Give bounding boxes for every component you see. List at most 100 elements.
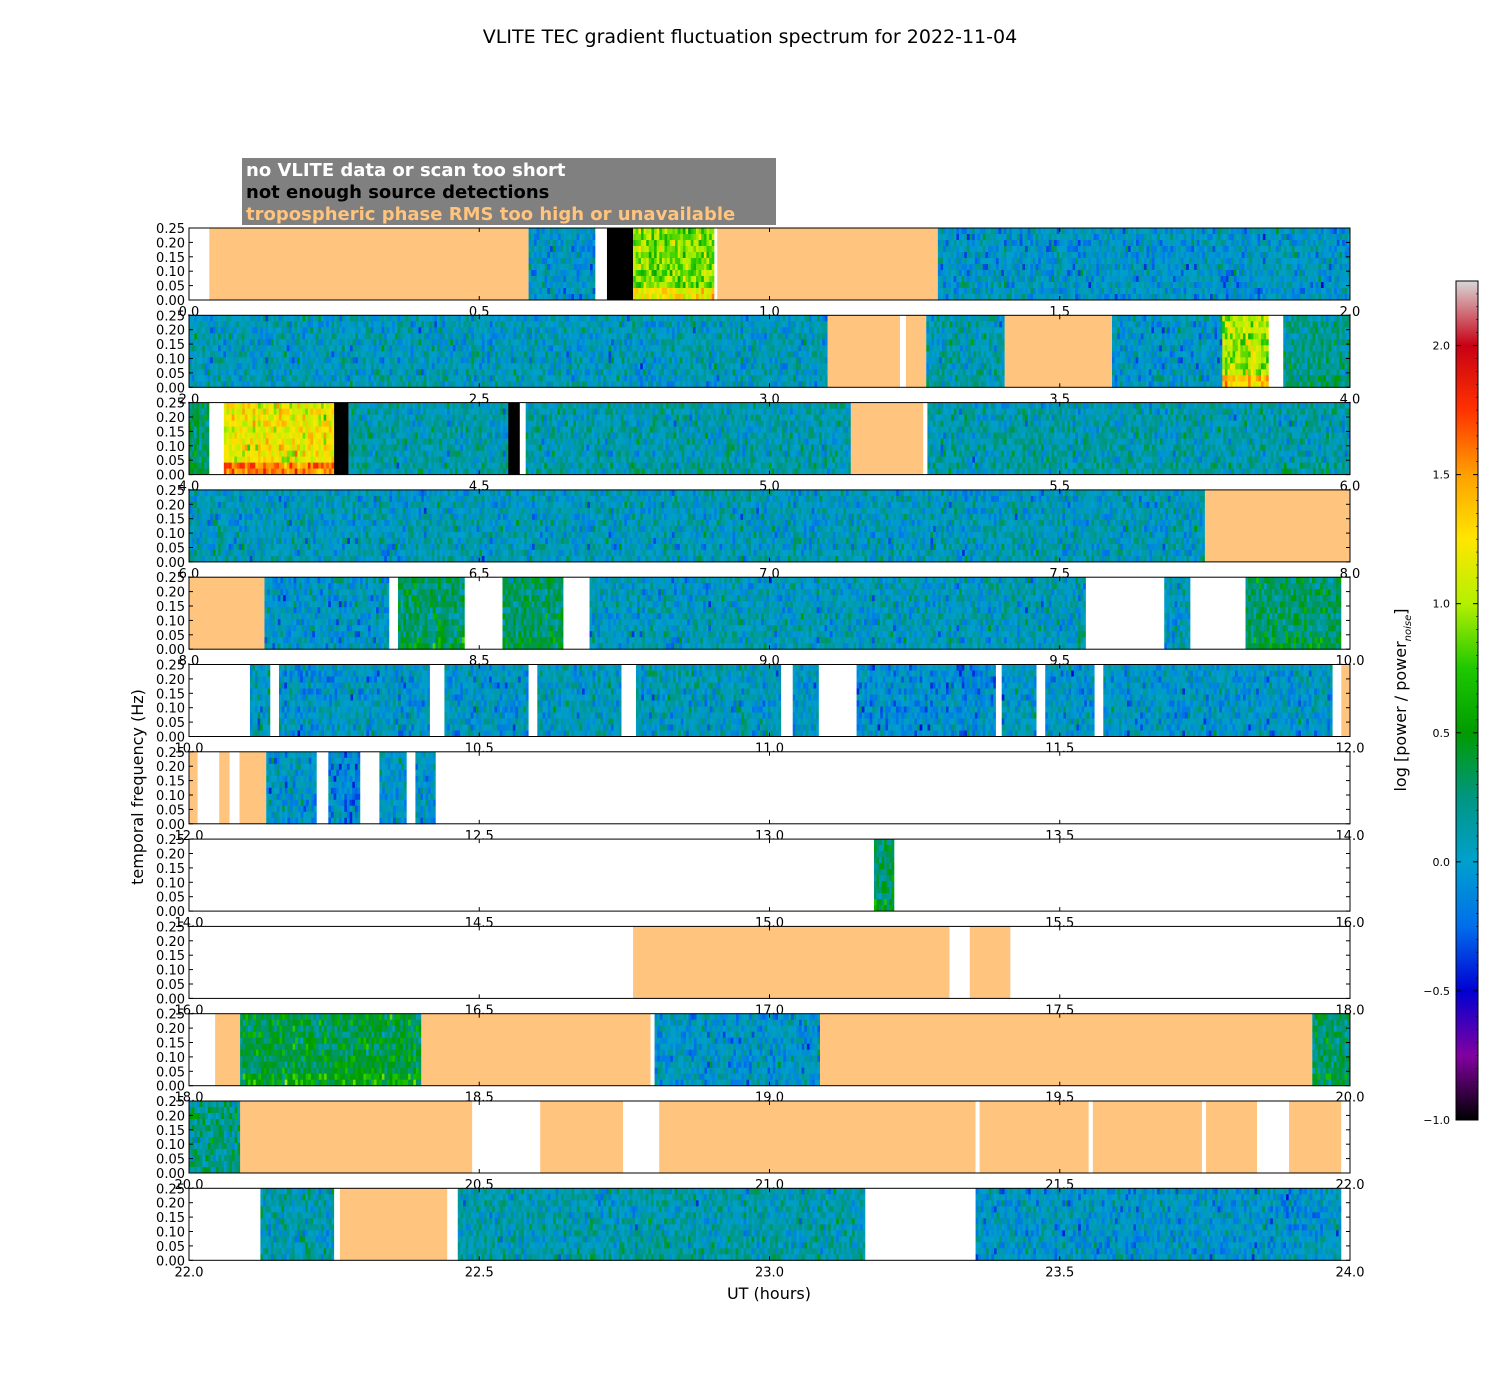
spectrum-cell [289,369,292,375]
spectrum-cell [495,381,498,387]
spectrum-cell [537,258,540,264]
spectrum-cell [1273,234,1276,240]
spectrum-cell [271,363,274,369]
spectrum-cell [537,351,540,357]
spectrum-cell [553,288,556,294]
spectrum-cell [938,282,941,288]
spectrum-cell [980,294,983,300]
spectrum-cell [677,315,680,321]
spectrum-cell [1022,282,1025,288]
spectrum-cell [1194,252,1197,258]
spectrum-cell [1250,276,1253,282]
spectrum-cell [387,339,390,345]
spectrum-cell [519,357,522,363]
spectrum-cell [434,345,437,351]
spectrum-cell [1033,264,1036,270]
spectrum-cell [1178,282,1181,288]
spectrum-cell [1020,228,1023,234]
spectrum-cell [711,345,714,351]
spectrum-cell [680,345,683,351]
spectrum-cell [593,228,596,234]
spectrum-cell [450,351,453,357]
spectrum-cell [1337,240,1340,246]
spectrum-cell [571,270,574,276]
spectrum-cell [426,381,429,387]
spectrum-cell [580,363,583,369]
spectrum-cell [1247,282,1250,288]
spectrum-cell [1033,276,1036,282]
spectrum-cell [321,327,324,333]
spectrum-cell [606,321,609,327]
spectrum-cell [331,333,334,339]
spectrum-cell [686,270,689,276]
spectrum-cell [665,270,668,276]
spectrum-cell [690,327,693,333]
spectrum-cell [1168,264,1171,270]
spectrum-cell [1046,252,1049,258]
spectrum-cell [553,327,556,333]
spectrum-cell [706,375,709,381]
spectrum-cell [295,339,298,345]
spectrum-cell [1316,294,1319,300]
spectrum-cell [582,258,585,264]
spectrum-cell [558,363,561,369]
spectrum-cell [474,351,477,357]
spectrum-cell [326,333,329,339]
spectrum-cell [1078,240,1081,246]
spectrum-cell [361,333,364,339]
spectrum-cell [996,282,999,288]
spectrum-cell [667,276,670,282]
spectrum-cell [305,363,308,369]
spectrum-cell [1104,282,1107,288]
spectrum-cell [683,264,686,270]
spectrum-cell [300,375,303,381]
spectrum-cell [555,252,558,258]
spectrum-cell [656,339,659,345]
spectrum-cell [268,369,271,375]
spectrum-cell [408,363,411,369]
spectrum-cell [1186,258,1189,264]
spectrum-cell [194,315,197,321]
spectrum-cell [471,315,474,321]
spectrum-cell [977,234,980,240]
spectrum-cell [479,327,482,333]
spectrum-cell [1059,270,1062,276]
spectrum-cell [542,252,545,258]
spectrum-cell [693,246,696,252]
spectrum-cell [1176,270,1179,276]
spectrum-cell [1014,246,1017,252]
spectrum-cell [535,381,538,387]
spectrum-cell [1242,258,1245,264]
spectrum-cell [622,351,625,357]
spectrum-cell [297,381,300,387]
spectrum-cell [361,327,364,333]
spectrum-cell [1154,270,1157,276]
spectrum-cell [548,321,551,327]
spectrum-cell [297,327,300,333]
spectrum-cell [1268,240,1271,246]
spectrum-cell [353,333,356,339]
spectrum-cell [1007,288,1010,294]
spectrum-cell [993,228,996,234]
spectrum-cell [210,315,213,321]
spectrum-cell [215,375,218,381]
spectrum-cell [263,381,266,387]
spectrum-cell [1149,282,1152,288]
spectrum-cell [466,381,469,387]
spectrum-cell [665,276,668,282]
spectrum-cell [379,339,382,345]
spectrum-cell [1152,276,1155,282]
spectrum-cell [572,375,575,381]
spectrum-cell [1062,288,1065,294]
spectrum-cell [363,327,366,333]
spectrum-cell [374,339,377,345]
spectrum-cell [1062,258,1065,264]
spectrum-cell [985,252,988,258]
spectrum-cell [537,339,540,345]
spectrum-cell [1070,276,1073,282]
spectrum-cell [1088,246,1091,252]
spectrum-cell [1012,252,1015,258]
spectrum-cell [1123,240,1126,246]
spectrum-cell [1305,294,1308,300]
spectrum-cell [653,375,656,381]
